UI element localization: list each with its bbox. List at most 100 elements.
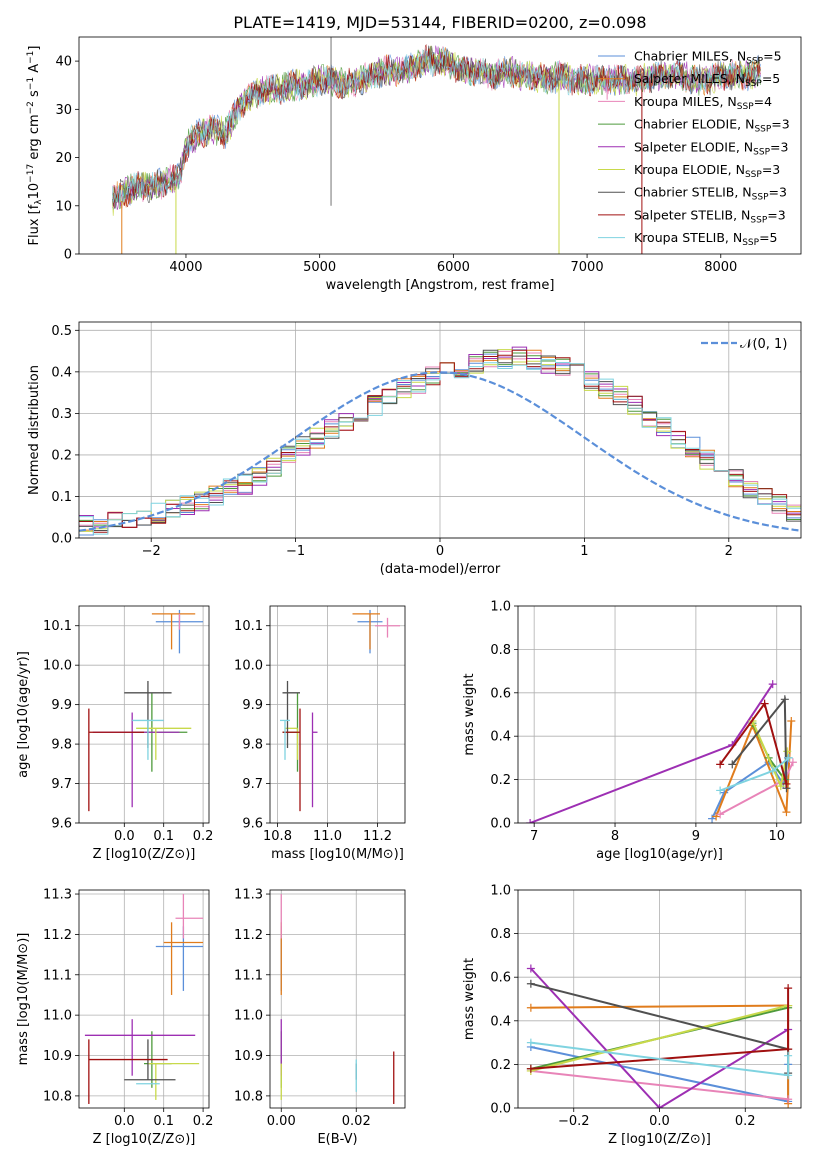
y-tick-label: 0.0 <box>490 817 511 832</box>
y-tick-label: 20 <box>55 151 72 166</box>
y-tick-label: 0 <box>64 248 72 263</box>
weight-marker <box>784 1071 793 1080</box>
y-tick-label: 10.9 <box>43 1049 72 1064</box>
y-tick-label: 9.6 <box>51 817 72 832</box>
weight-line <box>530 1069 789 1101</box>
legend-entry-tail: =3 <box>762 162 780 177</box>
legend-entry-tail: =5 <box>762 71 780 86</box>
y-tick-label: 9.7 <box>242 777 263 792</box>
axes-frame <box>78 605 210 824</box>
x-tick-label: 4000 <box>169 260 202 275</box>
y-tick-label: 11.1 <box>43 968 72 983</box>
x-tick-label: 0.0 <box>114 1114 135 1129</box>
weight-marker <box>526 1038 535 1047</box>
y-tick-label: 10.1 <box>234 619 263 634</box>
y-tick-label: 10.8 <box>43 1089 72 1104</box>
mass_vs_Z-points <box>84 894 204 1104</box>
legend-entry-subscript: SSP <box>742 238 759 248</box>
legend-entry-tail: =3 <box>771 117 789 132</box>
residual-histogram-step <box>79 359 801 535</box>
weight-marker <box>768 680 777 689</box>
y-tick-label: 0.2 <box>51 448 72 463</box>
x-tick-label: 11.0 <box>313 829 342 844</box>
normal-curve <box>79 371 801 532</box>
weight-marker <box>712 812 721 821</box>
weight-line <box>530 967 789 1108</box>
weight-marker <box>782 808 791 817</box>
weight-marker <box>784 1095 793 1104</box>
y-tick-label: 10 <box>55 199 72 214</box>
y-axis-label: age [log10(age/yr)] <box>16 651 31 778</box>
legend-entry-text: Salpeter STELIB, N <box>634 207 750 222</box>
legend-entry: Salpeter MILES, NSSP=5 <box>634 71 780 89</box>
legend-entry-text: Kroupa STELIB, N <box>634 230 742 245</box>
y-tick-label: 1.0 <box>490 884 511 899</box>
axes-frame <box>78 36 802 255</box>
residual-histograms <box>79 346 801 536</box>
x-axis-label: wavelength [Angstrom, rest frame] <box>326 278 555 293</box>
y-tick-label: 0.5 <box>51 324 72 339</box>
spectrum-panel: 4000 5000 6000 7000 8000 0 10 20 30 40 wavelength … <box>26 36 802 293</box>
y-axis-label: mass weight <box>462 673 477 755</box>
legend-entry-subscript: SSP <box>752 193 769 203</box>
legend-entry-text: Chabrier MILES, N <box>634 49 746 64</box>
y-tick-label: 11.1 <box>234 968 263 983</box>
weight-marker <box>784 1051 793 1060</box>
x-tick-label: 0.0 <box>114 829 135 844</box>
x-tick-label: 0 <box>436 544 444 559</box>
weight-marker <box>526 819 535 823</box>
legend-entry-subscript: SSP <box>750 215 767 225</box>
axes-frame <box>78 889 210 1109</box>
legend-entry-tail: =5 <box>763 49 781 64</box>
legend-entry: Salpeter ELODIE, NSSP=3 <box>634 139 788 157</box>
y-axis-label: mass weight <box>462 958 477 1040</box>
weight-marker <box>708 814 717 823</box>
weight_vs_Z-lines <box>526 964 793 1108</box>
age_vs_Z-points <box>88 609 204 812</box>
y-tick-label: 11.2 <box>43 928 72 943</box>
legend-entry-subscript: SSP <box>753 147 770 157</box>
legend-entry-tail: =3 <box>769 185 787 200</box>
x-tick-label: 10 <box>768 829 785 844</box>
weight-marker <box>782 779 791 788</box>
y-tick-label: 0.0 <box>51 532 72 547</box>
y-tick-label: 10.8 <box>234 1089 263 1104</box>
weight-marker <box>784 753 793 762</box>
x-tick-label: 0.1 <box>153 829 174 844</box>
legend-entry-text: Kroupa ELODIE, N <box>634 162 745 177</box>
weight-marker <box>716 760 725 769</box>
legend-entry: Kroupa ELODIE, NSSP=3 <box>634 162 780 180</box>
y-tick-label: 0.4 <box>51 365 72 380</box>
mass_vs_EBV-points <box>280 894 395 1104</box>
legend-entry: Chabrier ELODIE, NSSP=3 <box>634 117 790 135</box>
x-tick-label: 0.02 <box>342 1114 371 1129</box>
y-tick-label: 10.9 <box>234 1049 263 1064</box>
x-axis-label: E(B-V) <box>317 1132 357 1147</box>
spectrum-series-line <box>112 47 761 206</box>
x-axis-label: Z [log10(Z/Z⊙)] <box>93 1132 196 1147</box>
weight-line <box>529 683 774 823</box>
weight_vs_age-panel: 7 8 9 10 0.0 0.2 0.4 0.6 0.8 1.0 age [log10(age/yr… <box>462 600 802 862</box>
weight-marker <box>788 758 797 767</box>
legend-entry: Chabrier MILES, NSSP=5 <box>634 49 782 67</box>
y-tick-label: 10.0 <box>43 659 72 674</box>
weight-marker <box>526 1064 535 1073</box>
y-tick-label: 11.2 <box>234 928 263 943</box>
weight-marker <box>716 810 725 819</box>
x-axis-label: age [log10(age/yr)] <box>596 847 723 862</box>
x-axis-label: Z [log10(Z/Z⊙)] <box>93 847 196 862</box>
x-tick-label: 1 <box>580 544 588 559</box>
y-tick-label: 30 <box>55 103 72 118</box>
age_vs_Z-panel: 0.0 0.1 0.2 9.6 9.7 9.8 9.9 10.0 10.1 Z [log10(Z/… <box>16 605 213 862</box>
y-axis-label: mass [log10(M/M⊙)] <box>16 933 31 1066</box>
y-tick-label: 0.6 <box>490 686 511 701</box>
weight-marker <box>526 1003 535 1012</box>
legend-entry-subscript: SSP <box>754 125 771 135</box>
y-tick-label: 0.2 <box>490 773 511 788</box>
y-tick-label: 11.3 <box>43 888 72 903</box>
y-tick-label: 9.8 <box>242 738 263 753</box>
legend-entry-text: Kroupa MILES, N <box>634 94 737 109</box>
legend-entry-text: Salpeter MILES, N <box>634 71 745 86</box>
x-axis-label: Z [log10(Z/Z⊙)] <box>608 1132 711 1147</box>
mass_vs_Z-panel: 0.0 0.1 0.2 10.8 10.9 11.0 11.1 11.2 11.3 Z [log1… <box>16 888 213 1147</box>
